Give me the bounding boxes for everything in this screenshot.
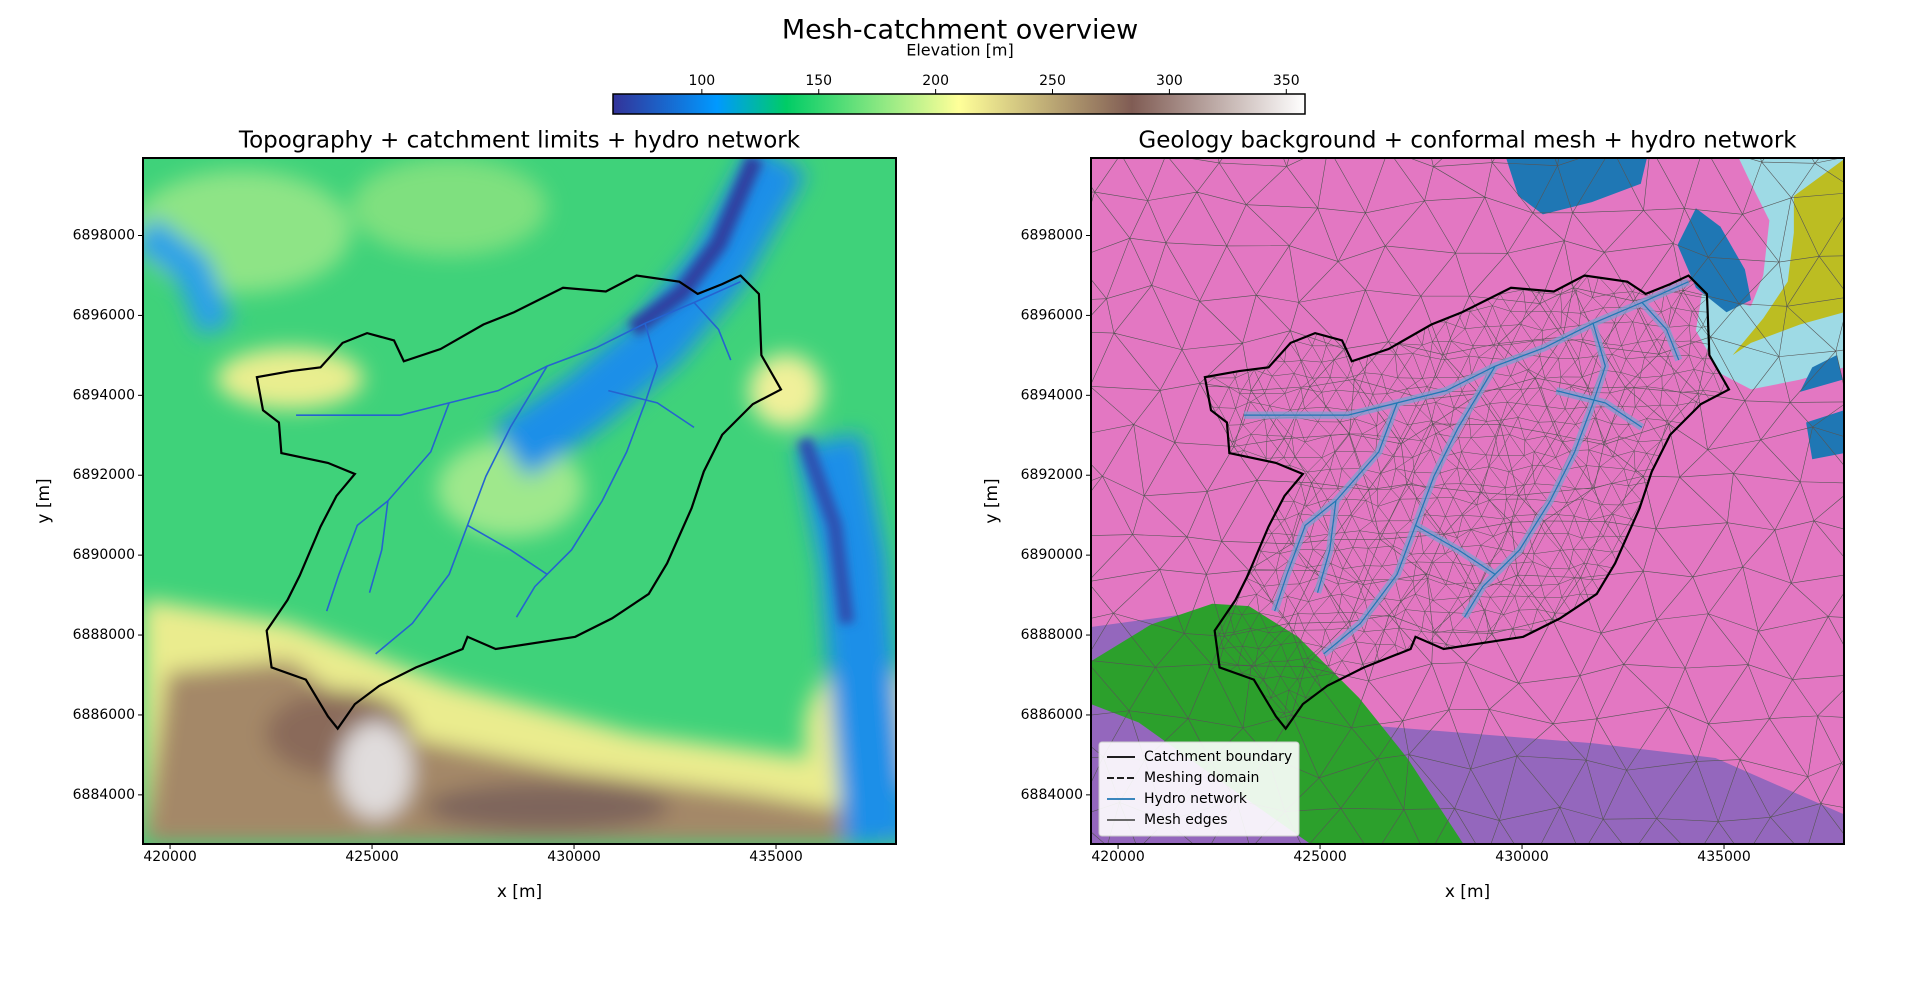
x-tick-label: 435000	[1697, 849, 1750, 865]
axes-overlay: Topography + catchment limits + hydro ne…	[34, 128, 1845, 902]
y-tick-label: 6884000	[1021, 787, 1083, 803]
y-tick-label: 6898000	[1021, 228, 1083, 244]
panel-title: Topography + catchment limits + hydro ne…	[238, 128, 801, 154]
axes-frame	[142, 157, 897, 845]
x-tick-label: 430000	[547, 849, 600, 865]
y-tick-label: 6896000	[73, 307, 135, 323]
x-axis-label: x [m]	[497, 882, 542, 902]
colorbar-tick-label: 150	[805, 73, 832, 89]
colorbar	[612, 93, 1306, 115]
y-tick-label: 6896000	[1021, 307, 1083, 323]
x-tick-label: 420000	[1091, 849, 1144, 865]
x-tick-label: 435000	[749, 849, 802, 865]
x-tick-label: 425000	[1293, 849, 1346, 865]
y-tick-label: 6890000	[73, 547, 135, 563]
y-tick-label: 6886000	[73, 707, 135, 723]
x-axis-label: x [m]	[1445, 882, 1490, 902]
y-tick-label: 6884000	[73, 787, 135, 803]
y-tick-label: 6888000	[1021, 627, 1083, 643]
axes-frame	[1090, 157, 1845, 845]
y-tick-label: 6894000	[73, 387, 135, 403]
x-tick-label: 430000	[1495, 849, 1548, 865]
y-tick-label: 6890000	[1021, 547, 1083, 563]
colorbar-tick-label: 100	[688, 73, 715, 89]
x-tick-label: 425000	[345, 849, 398, 865]
colorbar-tick-label: 300	[1156, 73, 1183, 89]
y-axis-label: y [m]	[34, 478, 54, 523]
y-tick-label: 6894000	[1021, 387, 1083, 403]
hydro-network	[296, 280, 741, 655]
legend-label: Mesh edges	[1144, 812, 1228, 828]
colorbar-tick-label: 200	[922, 73, 949, 89]
colorbar-label: Elevation [m]	[906, 41, 1013, 60]
legend-label: Hydro network	[1144, 791, 1248, 807]
y-tick-label: 6898000	[73, 228, 135, 244]
y-axis-label: y [m]	[982, 478, 1002, 523]
figure-title: Mesh-catchment overview	[782, 15, 1138, 46]
legend-label: Catchment boundary	[1144, 749, 1292, 765]
x-tick-label: 420000	[143, 849, 196, 865]
panel-title: Geology background + conformal mesh + hy…	[1138, 128, 1797, 154]
y-tick-label: 6892000	[1021, 467, 1083, 483]
colorbar-tick-label: 350	[1273, 73, 1300, 89]
hydro-network	[1244, 281, 1689, 655]
colorbar-tick-label: 250	[1039, 73, 1066, 89]
y-tick-label: 6892000	[73, 467, 135, 483]
legend-box	[1098, 741, 1300, 837]
legend-label: Meshing domain	[1144, 770, 1259, 786]
y-tick-label: 6888000	[73, 627, 135, 643]
topography-map	[143, 158, 897, 844]
y-tick-label: 6886000	[1021, 707, 1083, 723]
